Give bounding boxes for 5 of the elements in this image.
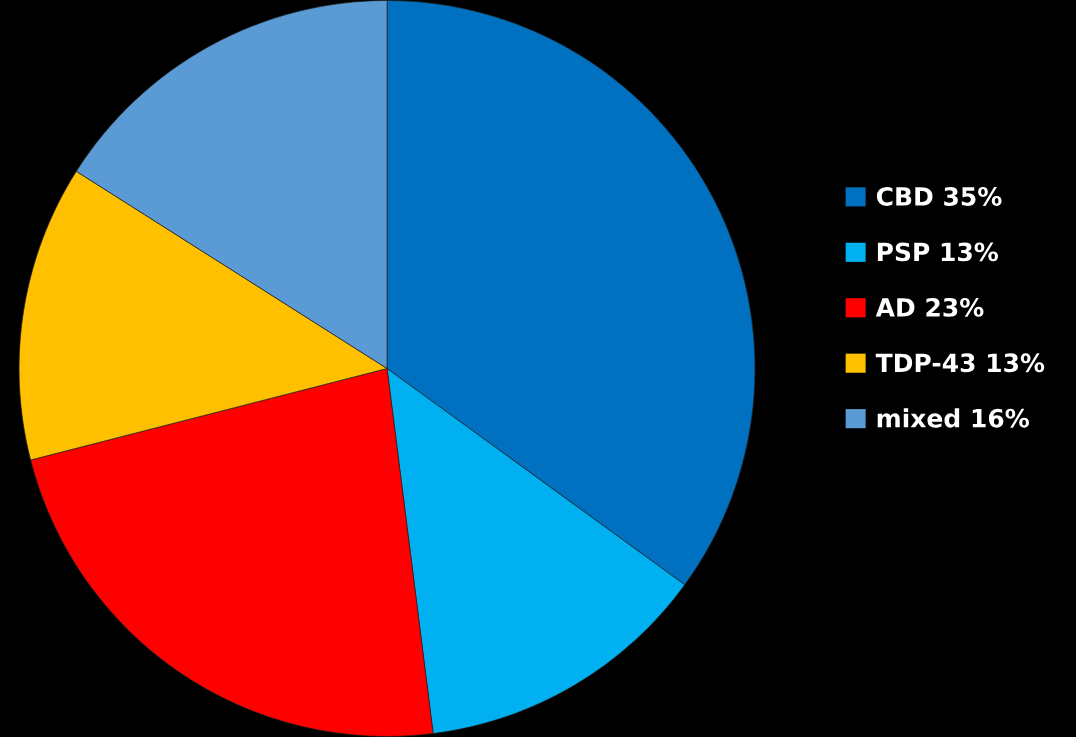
legend-label: mixed 16% bbox=[877, 408, 1029, 428]
legend-label: CBD 35% bbox=[876, 186, 1002, 206]
legend-label: TDP-43 13% bbox=[875, 353, 1045, 373]
legend-label: AD 23% bbox=[875, 297, 984, 317]
legend-label: PSP 13% bbox=[877, 242, 999, 262]
